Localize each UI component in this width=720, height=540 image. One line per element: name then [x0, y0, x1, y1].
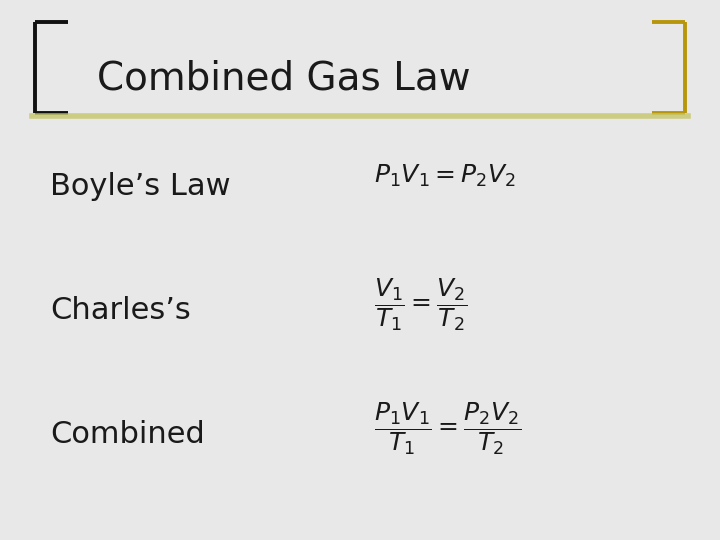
Text: Combined Gas Law: Combined Gas Law: [97, 59, 471, 97]
Text: Charles’s: Charles’s: [50, 296, 191, 325]
Text: $\dfrac{P_1V_1}{T_1} = \dfrac{P_2V_2}{T_2}$: $\dfrac{P_1V_1}{T_1} = \dfrac{P_2V_2}{T_…: [374, 401, 522, 457]
Text: $P_1V_1 = P_2V_2$: $P_1V_1 = P_2V_2$: [374, 163, 516, 188]
Text: Combined: Combined: [50, 420, 205, 449]
Text: Boyle’s Law: Boyle’s Law: [50, 172, 231, 201]
Text: $\dfrac{V_1}{T_1} = \dfrac{V_2}{T_2}$: $\dfrac{V_1}{T_1} = \dfrac{V_2}{T_2}$: [374, 277, 468, 333]
